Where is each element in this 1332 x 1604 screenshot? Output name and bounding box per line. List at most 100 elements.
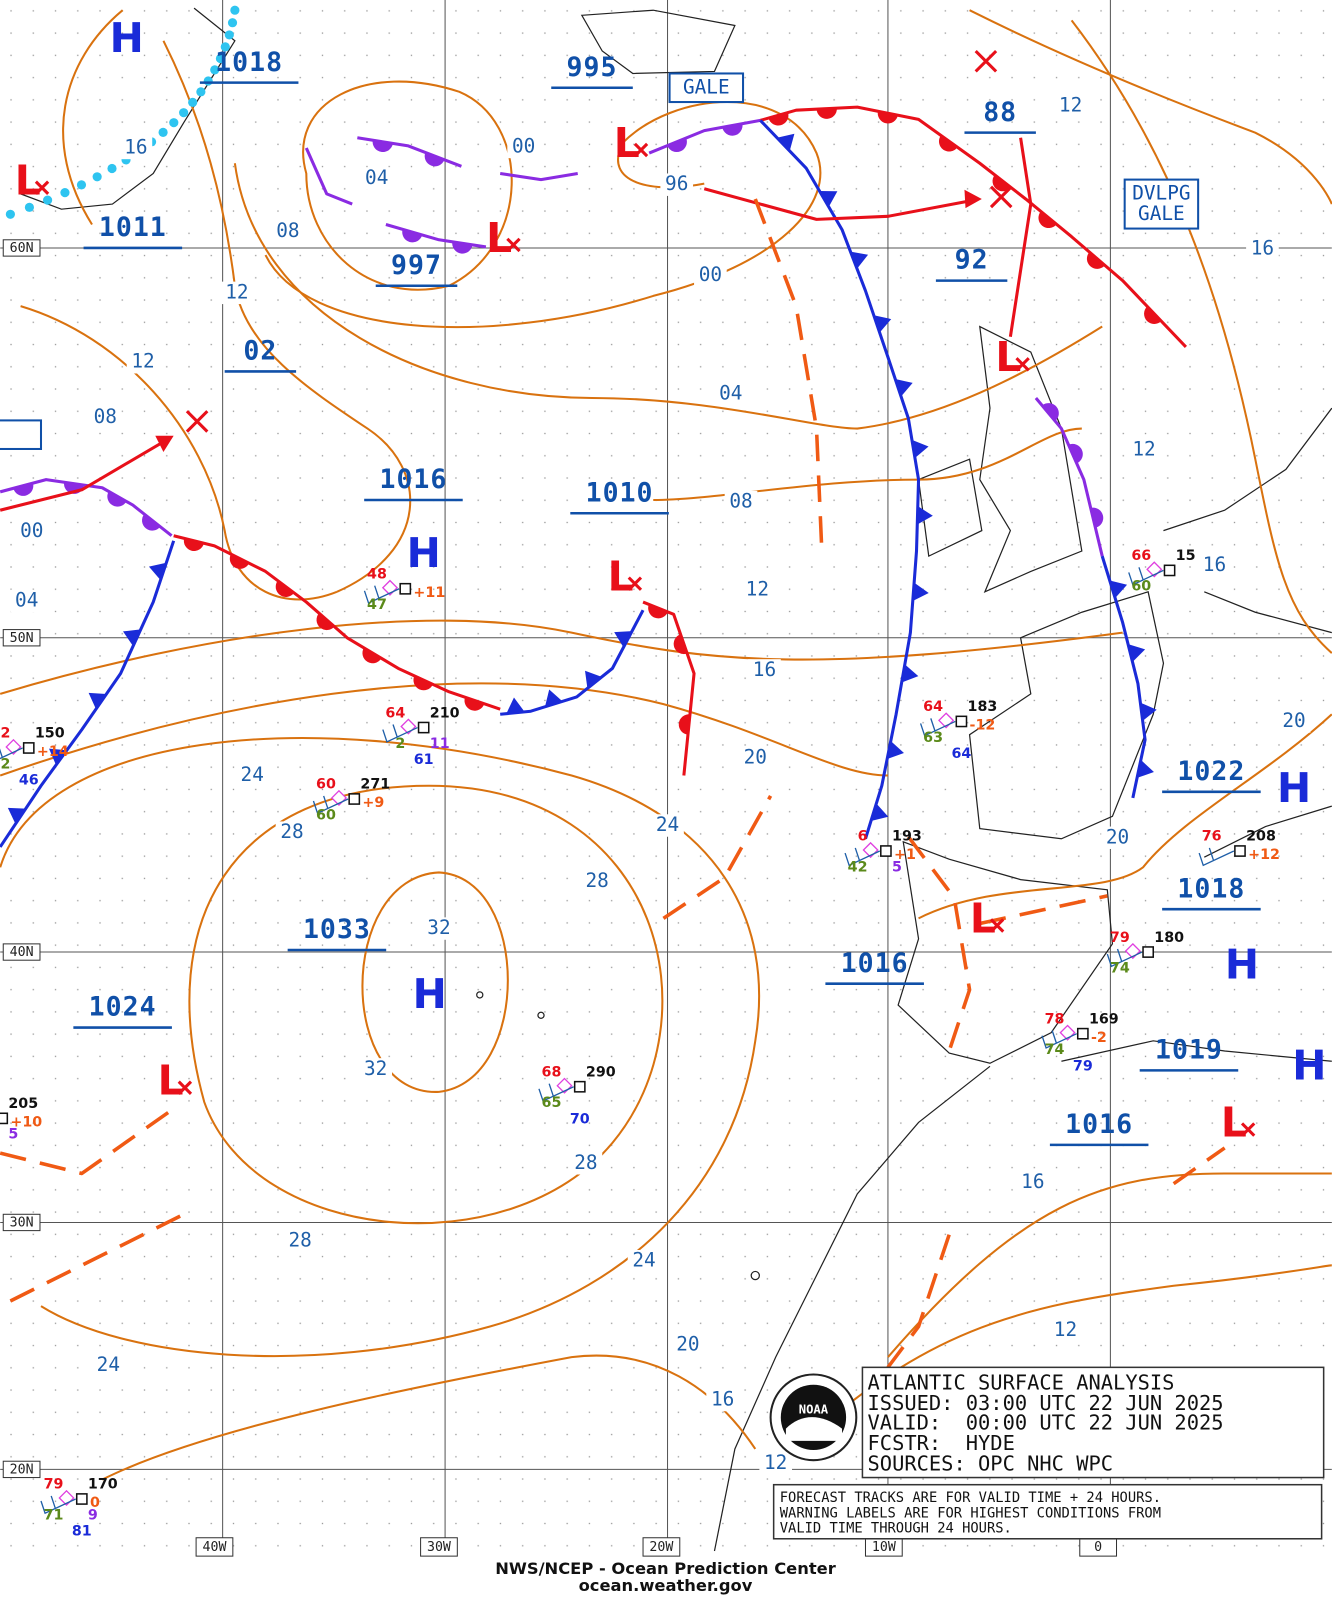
wind-barb <box>382 724 418 743</box>
isobar-label-bg <box>1016 1171 1050 1194</box>
front-line <box>1008 137 1033 337</box>
ice-edge <box>92 172 102 182</box>
cold-front-symbol <box>614 631 633 648</box>
station-tendency: +14 <box>37 744 69 760</box>
isobar-label: 04 <box>719 381 742 404</box>
station-wave: 11 <box>430 736 450 752</box>
high-center: H <box>1277 764 1311 812</box>
station-marker <box>417 721 430 734</box>
wind-barb <box>538 1083 574 1102</box>
isobar-label-bg <box>580 870 614 893</box>
ice-edge <box>76 180 87 190</box>
warning-box <box>668 72 745 104</box>
low-center-x <box>506 237 521 253</box>
center-pressure: 92 <box>955 245 989 276</box>
station-visibility: 64 <box>951 746 971 762</box>
wind-barb <box>0 747 23 760</box>
front-line <box>886 1234 951 1369</box>
front-line <box>499 171 578 182</box>
center-pressure: 88 <box>983 97 1017 128</box>
station-marker <box>880 845 892 857</box>
isobar-label: 00 <box>699 263 722 286</box>
warning-box <box>0 419 43 450</box>
warm-front-symbol <box>768 112 789 126</box>
warm-front-symbol <box>142 514 161 531</box>
cold-front-symbol <box>1109 580 1128 599</box>
front-line <box>753 198 824 546</box>
lat-label: 60N <box>10 241 34 256</box>
warm-front-symbol <box>275 580 295 597</box>
front-line <box>979 894 1108 926</box>
warm-front-symbol <box>424 152 445 167</box>
isobar-label-bg <box>1127 438 1161 462</box>
station-pressure: 271 <box>360 777 390 793</box>
logo-text: NOAA <box>799 1403 829 1417</box>
high-center: H <box>407 529 441 577</box>
low-center-x <box>177 1080 193 1095</box>
isobar-label: 12 <box>1132 438 1155 461</box>
center-pressure: 1010 <box>586 477 654 508</box>
forecast-position <box>989 185 1013 209</box>
footer-agency: NWS/NCEP - Ocean Prediction Center <box>495 1559 836 1578</box>
station-dewpoint: 47 <box>367 597 387 613</box>
station-wave: 5 <box>892 859 902 875</box>
station-dewpoint: 63 <box>923 730 943 746</box>
cold-front-symbol <box>1128 644 1146 662</box>
station-visibility: 70 <box>570 1111 590 1127</box>
ice-edge <box>196 87 206 97</box>
isobar-label: 32 <box>364 1057 387 1080</box>
low-center-x <box>1240 1122 1256 1137</box>
ice-edge <box>227 18 238 28</box>
warm-front-symbol <box>1090 507 1104 528</box>
isobar-label: 16 <box>1021 1170 1044 1193</box>
legend-line: ISSUED: 03:00 UTC 22 JUN 2025 <box>868 1391 1224 1415</box>
station-temperature: 52 <box>0 726 10 742</box>
station-dewpoint: 74 <box>1045 1042 1065 1058</box>
front-line <box>0 1110 170 1176</box>
station-tendency: +9 <box>362 795 384 811</box>
wind-barb <box>1041 1030 1077 1049</box>
station-pressure: 180 <box>1154 930 1184 946</box>
station-pressure: 208 <box>1246 829 1276 845</box>
legend-line: FCSTR: HYDE <box>868 1431 1015 1455</box>
station-dewpoint: 52 <box>0 756 10 772</box>
low-center: L <box>608 553 634 601</box>
isobar-label-bg <box>651 814 684 837</box>
dot-grid <box>0 0 1332 1557</box>
warm-front-symbol <box>372 140 393 153</box>
isobar-label-bg <box>569 1152 603 1175</box>
warm-front-symbol <box>1042 403 1059 422</box>
station-marker <box>348 793 361 805</box>
low-center: L <box>614 119 640 167</box>
lon-label: 40W <box>203 1540 227 1555</box>
station-temperature: 79 <box>44 1477 64 1493</box>
ice-edge <box>210 65 220 75</box>
isobar-label-bg <box>88 406 122 429</box>
cold-front-symbol <box>895 379 913 397</box>
footer-url: ocean.weather.gov <box>579 1576 753 1595</box>
cold-front-symbol <box>873 315 892 333</box>
station-marker <box>1163 564 1176 577</box>
front-line <box>759 105 1188 348</box>
ice-edge <box>43 195 53 205</box>
warm-front-symbol <box>877 111 898 124</box>
front-line <box>9 1212 185 1303</box>
warm-front-symbol <box>648 604 668 619</box>
center-pressure: 1033 <box>303 914 371 945</box>
wind-barb <box>1128 567 1164 586</box>
center-pressure: 997 <box>391 250 442 281</box>
ice-edge <box>224 30 234 40</box>
high-center: H <box>1292 1041 1326 1089</box>
isobar-label: 20 <box>676 1332 699 1355</box>
cold-front-symbol <box>917 506 933 525</box>
station-marker <box>955 715 968 728</box>
low-center-x <box>34 180 50 195</box>
high-center: H <box>110 14 144 62</box>
station-temperature: 79 <box>1110 930 1130 946</box>
station-temperature: 68 <box>542 1064 562 1080</box>
front-line <box>703 187 975 221</box>
station-marker <box>573 1080 586 1093</box>
legend-line: SOURCES: OPC NHC WPC <box>868 1451 1114 1475</box>
warm-front-symbol <box>107 491 127 507</box>
